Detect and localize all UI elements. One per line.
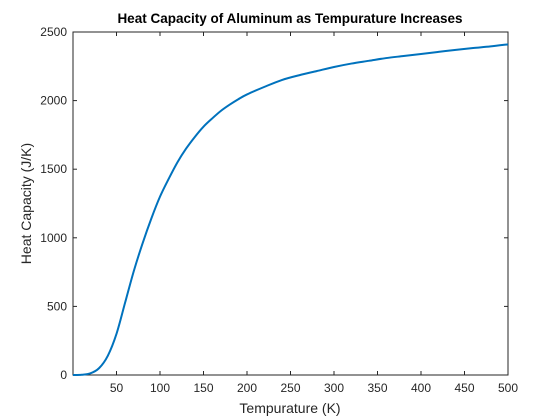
y-tick-label: 0 xyxy=(60,368,67,382)
series-layer xyxy=(72,43,509,376)
x-tick-label: 500 xyxy=(498,381,518,395)
x-tick-label: 50 xyxy=(110,381,124,395)
x-tick-label: 300 xyxy=(324,381,344,395)
y-tick-label: 1500 xyxy=(40,162,67,176)
x-axis-label: Tempurature (K) xyxy=(239,400,340,416)
x-tick-label: 200 xyxy=(237,381,257,395)
y-tick-label: 1000 xyxy=(40,231,67,245)
series-line xyxy=(72,43,509,376)
chart-title: Heat Capacity of Aluminum as Tempurature… xyxy=(117,11,462,26)
x-tick-label: 100 xyxy=(150,381,170,395)
y-tick-label: 2000 xyxy=(40,94,67,108)
x-axis: 50 100 150 200 250 300 350 400 450 500 xyxy=(110,32,518,395)
y-axis: 0 500 1000 1500 2000 2500 xyxy=(40,25,508,382)
x-tick-label: 250 xyxy=(280,381,300,395)
x-tick-label: 400 xyxy=(411,381,431,395)
x-tick-label: 350 xyxy=(367,381,387,395)
y-axis-label: Heat Capacity (J/K) xyxy=(18,143,34,264)
y-tick-label: 2500 xyxy=(40,25,67,39)
x-tick-label: 450 xyxy=(454,381,474,395)
y-tick-label: 500 xyxy=(47,299,67,313)
x-tick-label: 150 xyxy=(193,381,213,395)
